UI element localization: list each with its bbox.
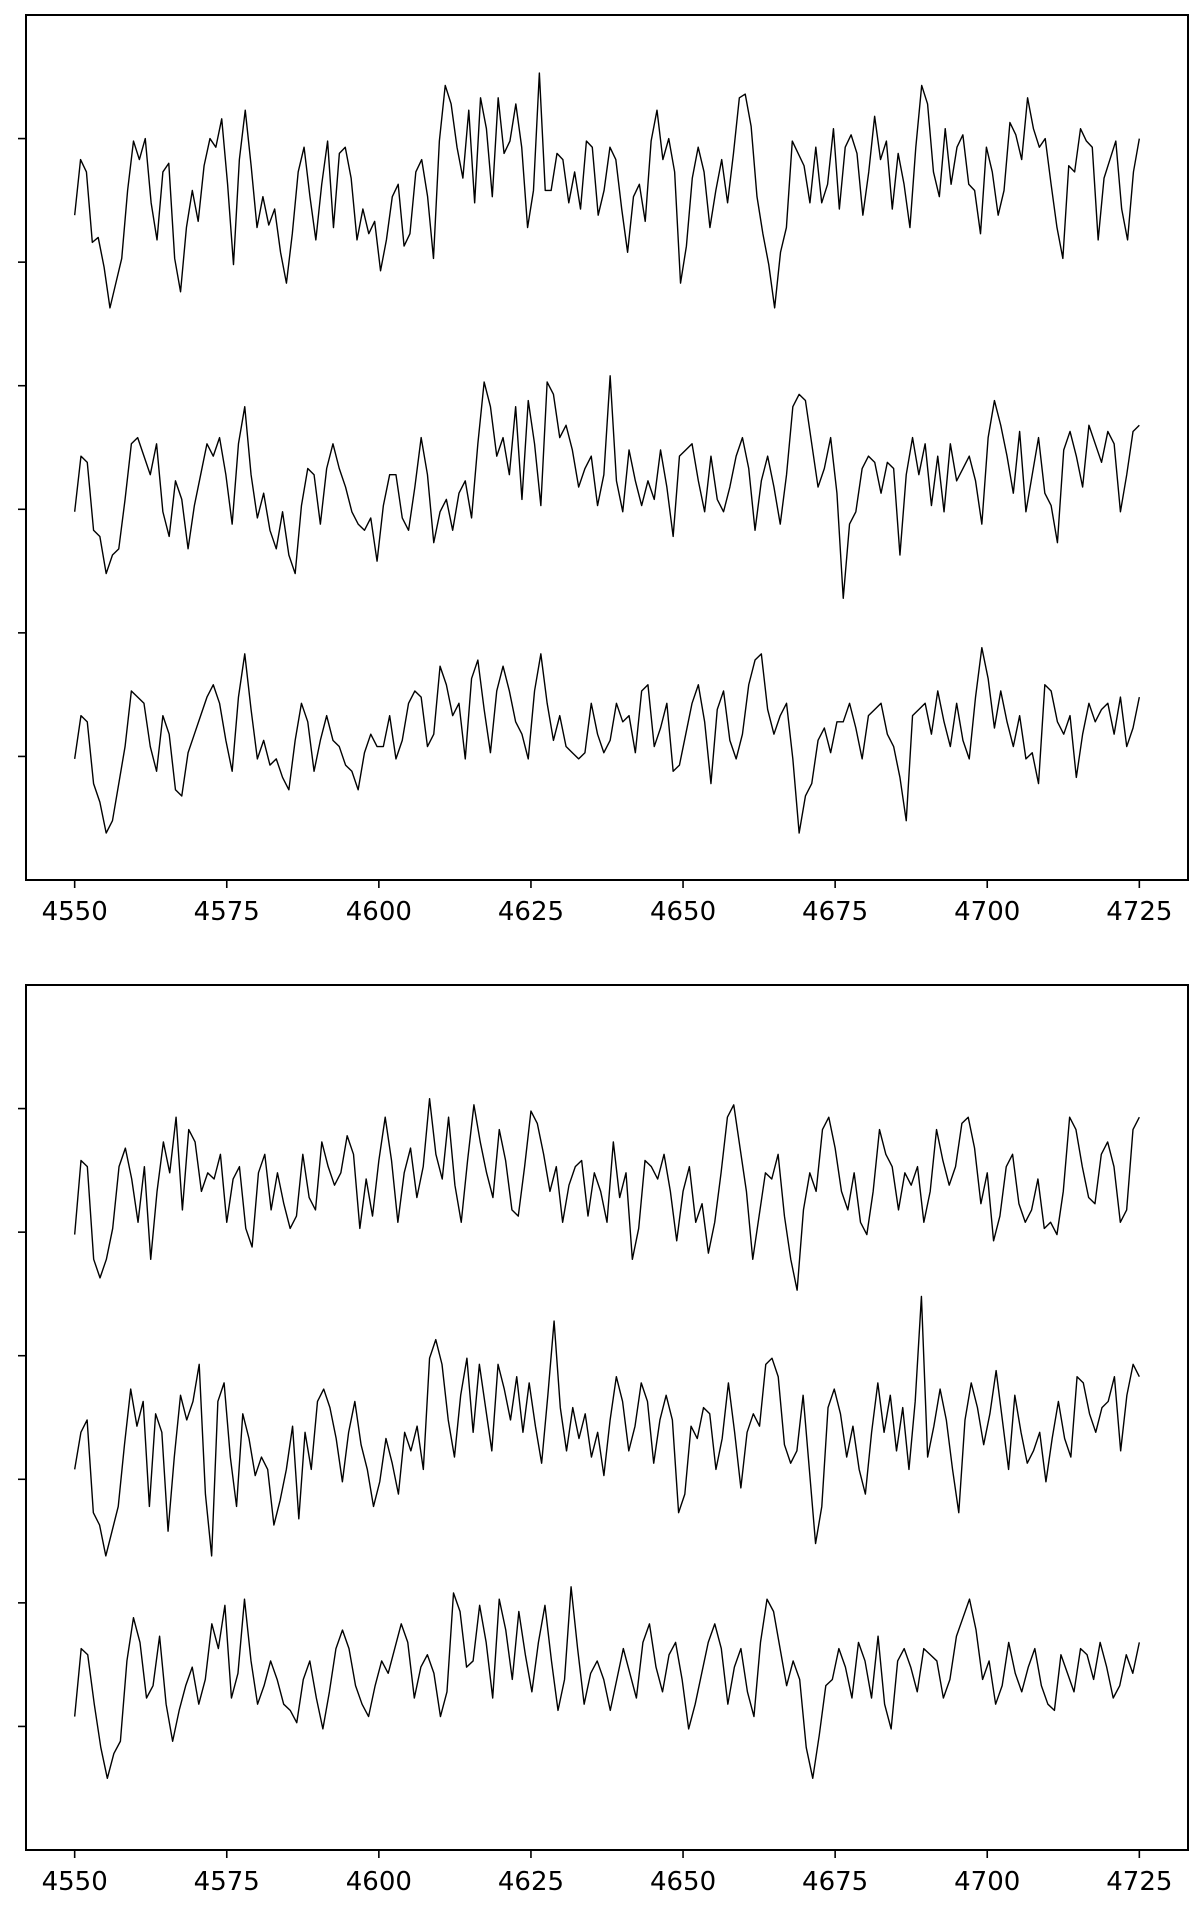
x-tick-label: 4550	[42, 897, 108, 927]
spectrum-line-1	[73, 1097, 1140, 1291]
spectrum-line-2	[73, 375, 1140, 599]
x-tick-label: 4650	[650, 897, 716, 927]
x-tick-label: 4675	[802, 897, 868, 927]
x-tick-label: 4625	[498, 1867, 564, 1897]
x-tick-label: 4700	[954, 897, 1020, 927]
bottom-panel: 4550 4575 4600 4625 4650 4675 4700 4725	[18, 984, 1189, 1897]
x-tick-label: 4600	[346, 1867, 412, 1897]
top-panel: 4550 4575 4600 4625 4650 4675 4700 4725	[18, 14, 1189, 927]
x-tick-label: 4550	[42, 1867, 108, 1897]
plot-frame	[25, 14, 1189, 881]
spectrum-line-3	[73, 646, 1141, 834]
spectrum-line-2	[73, 1295, 1140, 1557]
spectrum-line-1	[73, 72, 1141, 309]
x-tick-label: 4725	[1106, 897, 1172, 927]
x-tick-label: 4575	[194, 1867, 260, 1897]
x-tick-label: 4700	[954, 1867, 1020, 1897]
x-tick-label: 4600	[346, 897, 412, 927]
x-tick-label: 4650	[650, 1867, 716, 1897]
x-tick-label: 4575	[194, 897, 260, 927]
spectrum-line-3	[73, 1586, 1141, 1780]
x-tick-label: 4675	[802, 1867, 868, 1897]
plot-frame	[25, 984, 1189, 1851]
x-tick-label: 4625	[498, 897, 564, 927]
x-tick-label: 4725	[1106, 1867, 1172, 1897]
